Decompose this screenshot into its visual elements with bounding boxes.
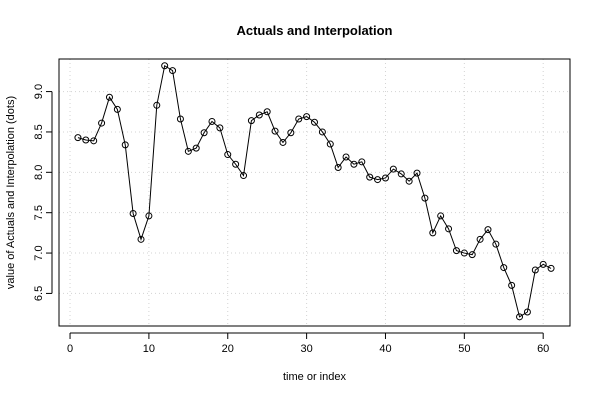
data-point (224, 151, 232, 159)
data-point (153, 101, 161, 109)
data-point (484, 226, 492, 234)
plot-frame (58, 58, 571, 327)
x-tick-label: 50 (458, 343, 470, 355)
data-point (263, 108, 271, 116)
data-point (161, 62, 169, 70)
data-point (539, 260, 547, 268)
data-point (295, 115, 303, 123)
data-point (74, 134, 82, 142)
data-point (523, 308, 531, 316)
y-axis-label: value of Actuals and Interpolation (dots… (5, 96, 17, 289)
data-point (492, 240, 500, 248)
data-point (311, 118, 318, 126)
data-point (500, 264, 508, 272)
y-tick-label: 7.0 (33, 245, 45, 260)
data-point (421, 194, 429, 202)
data-point (98, 119, 106, 127)
data-point (121, 141, 129, 149)
data-point (247, 117, 255, 125)
data-point (129, 209, 137, 217)
data-point (318, 128, 326, 136)
axes: 0 10 20 30 40 50 60 6.5 7.0 7.5 8.0 8.5 9.0 (33, 84, 549, 355)
data-point (460, 249, 468, 257)
x-tick-label: 0 (67, 343, 73, 355)
data-point (271, 127, 279, 135)
data-point (326, 140, 334, 148)
data-point (445, 225, 453, 233)
data-series (74, 62, 555, 321)
data-point (90, 137, 98, 145)
x-axis-label: time or index (283, 371, 346, 383)
data-point (374, 176, 382, 184)
data-point (381, 174, 389, 182)
data-point (137, 235, 145, 243)
data-point (303, 113, 311, 121)
data-point (476, 235, 484, 243)
data-point (184, 147, 192, 155)
x-tick-label: 60 (537, 343, 549, 355)
y-tick-label: 9.0 (33, 84, 45, 99)
data-point (169, 67, 177, 75)
data-point (279, 138, 287, 146)
data-point (437, 212, 445, 220)
data-point (397, 170, 405, 178)
series-line (77, 64, 552, 318)
x-tick-label: 10 (143, 343, 155, 355)
data-point (255, 111, 263, 119)
data-point (176, 115, 184, 123)
data-point (82, 136, 90, 144)
x-tick-label: 30 (300, 343, 312, 355)
data-point (287, 129, 295, 137)
y-tick-label: 6.5 (33, 286, 45, 301)
data-point (216, 124, 224, 132)
data-point (342, 153, 350, 161)
y-tick-label: 8.5 (33, 124, 45, 139)
data-point (105, 93, 113, 101)
grid (59, 59, 570, 326)
data-point (200, 129, 208, 137)
data-point (516, 313, 524, 321)
y-tick-label: 7.5 (33, 205, 45, 220)
data-point (350, 160, 358, 168)
data-point (232, 160, 240, 168)
data-point (240, 172, 248, 180)
data-point (334, 163, 342, 171)
data-point (358, 158, 366, 166)
chart-title: Actuals and Interpolation (236, 23, 392, 38)
x-tick-label: 40 (379, 343, 391, 355)
data-point (192, 144, 200, 152)
data-point (429, 229, 437, 237)
data-point (452, 247, 460, 255)
data-point (208, 117, 216, 125)
data-point (405, 177, 413, 185)
data-point (145, 212, 153, 220)
x-tick-label: 20 (222, 343, 234, 355)
data-point (389, 165, 397, 173)
data-point (113, 105, 121, 113)
data-point (468, 251, 476, 259)
data-point (531, 266, 539, 274)
data-point (508, 281, 516, 289)
data-point (413, 169, 421, 177)
data-point (366, 173, 374, 181)
y-tick-label: 8.0 (33, 165, 45, 180)
data-point (547, 264, 555, 272)
